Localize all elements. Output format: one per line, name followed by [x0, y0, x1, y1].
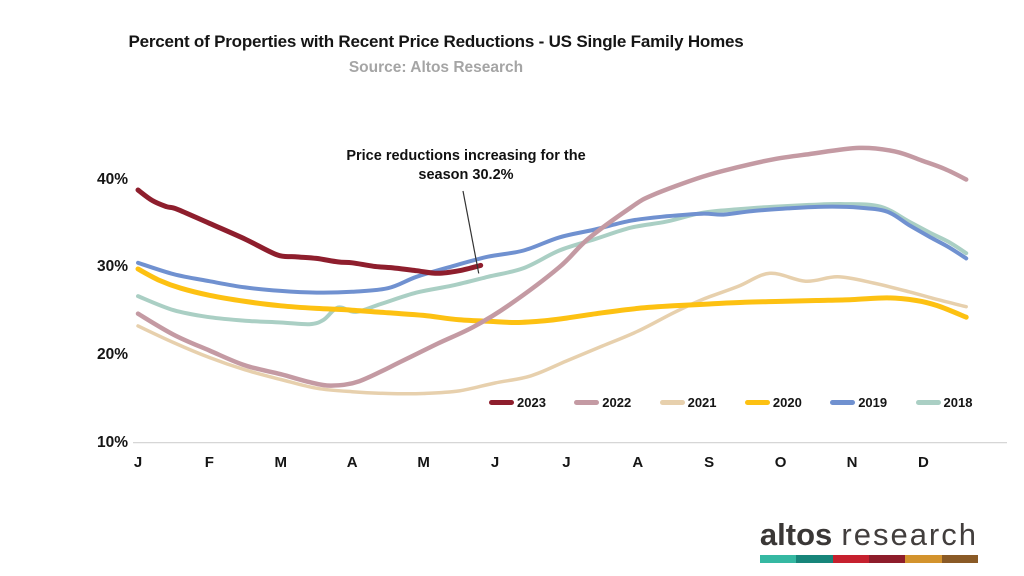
x-tick-month-8: A — [632, 454, 644, 471]
logo-bar-segment-5 — [905, 555, 942, 563]
logo-bar-segment-2 — [796, 555, 833, 563]
legend-item-2018: 2018 — [915, 395, 973, 410]
y-tick-30pct: 30% — [96, 258, 128, 276]
legend-label-2023: 2023 — [517, 395, 546, 410]
logo-color-bar — [759, 555, 978, 563]
legend-label-2019: 2019 — [858, 395, 888, 410]
x-tick-month-5: M — [417, 454, 430, 471]
x-tick-month-7: J — [562, 454, 571, 471]
annotation-connector-line — [462, 190, 480, 274]
logo-word-research: research — [841, 517, 978, 552]
logo-bar-segment-1 — [759, 555, 797, 563]
legend-swatch-2018 — [915, 400, 941, 405]
legend-swatch-2023 — [489, 400, 514, 405]
x-tick-month-6: J — [490, 454, 500, 471]
legend-swatch-2022 — [574, 400, 600, 405]
logo-bar-segment-6 — [941, 555, 978, 563]
legend-item-2020: 2020 — [744, 395, 802, 410]
y-tick-20pct: 20% — [96, 345, 128, 363]
x-tick-month-1: J — [133, 454, 143, 471]
logo-wordmark: altos research — [760, 519, 978, 550]
legend-label-2021: 2021 — [687, 395, 717, 410]
chart-header: Percent of Properties with Recent Price … — [75, 32, 797, 77]
x-tick-month-3: M — [274, 454, 288, 471]
x-tick-month-12: D — [917, 454, 929, 471]
chart-title: Percent of Properties with Recent Price … — [128, 32, 744, 51]
legend-swatch-2020 — [744, 400, 770, 405]
logo-word-altos: altos — [759, 517, 833, 552]
legend-item-2021: 2021 — [659, 395, 717, 410]
annotation-text: Price reductions increasing for the seas… — [346, 147, 585, 184]
legend-label-2020: 2020 — [772, 395, 802, 410]
y-tick-40pct: 40% — [96, 170, 128, 188]
series-line-2023 — [135, 187, 484, 276]
legend-item-2019: 2019 — [830, 395, 887, 410]
x-tick-month-4: A — [346, 454, 358, 471]
legend-swatch-2021 — [659, 400, 685, 405]
series-line-2022 — [135, 145, 969, 388]
altos-research-logo: altos research — [759, 519, 978, 563]
legend-item-2022: 2022 — [574, 395, 631, 410]
x-tick-month-11: N — [846, 454, 858, 471]
legend-item-2023: 2023 — [489, 395, 546, 410]
y-tick-10pct: 10% — [96, 433, 128, 451]
chart-subtitle: Source: Altos Research — [348, 59, 524, 76]
series-line-2021 — [136, 271, 968, 396]
legend-swatch-2019 — [830, 400, 856, 405]
logo-bar-segment-4 — [868, 555, 906, 563]
annotation-line-1: Price reductions increasing for the — [346, 148, 586, 164]
annotation-line-2: season 30.2% — [418, 166, 514, 183]
x-tick-month-10: O — [774, 454, 787, 471]
logo-bar-segment-3 — [832, 555, 869, 563]
series-line-2018 — [136, 202, 969, 327]
series-line-2019 — [136, 204, 969, 295]
series-line-2020 — [135, 266, 969, 326]
x-tick-month-2: F — [204, 454, 214, 471]
x-tick-month-9: S — [704, 454, 715, 471]
legend-label-2022: 2022 — [602, 395, 632, 410]
legend-label-2018: 2018 — [943, 395, 973, 410]
